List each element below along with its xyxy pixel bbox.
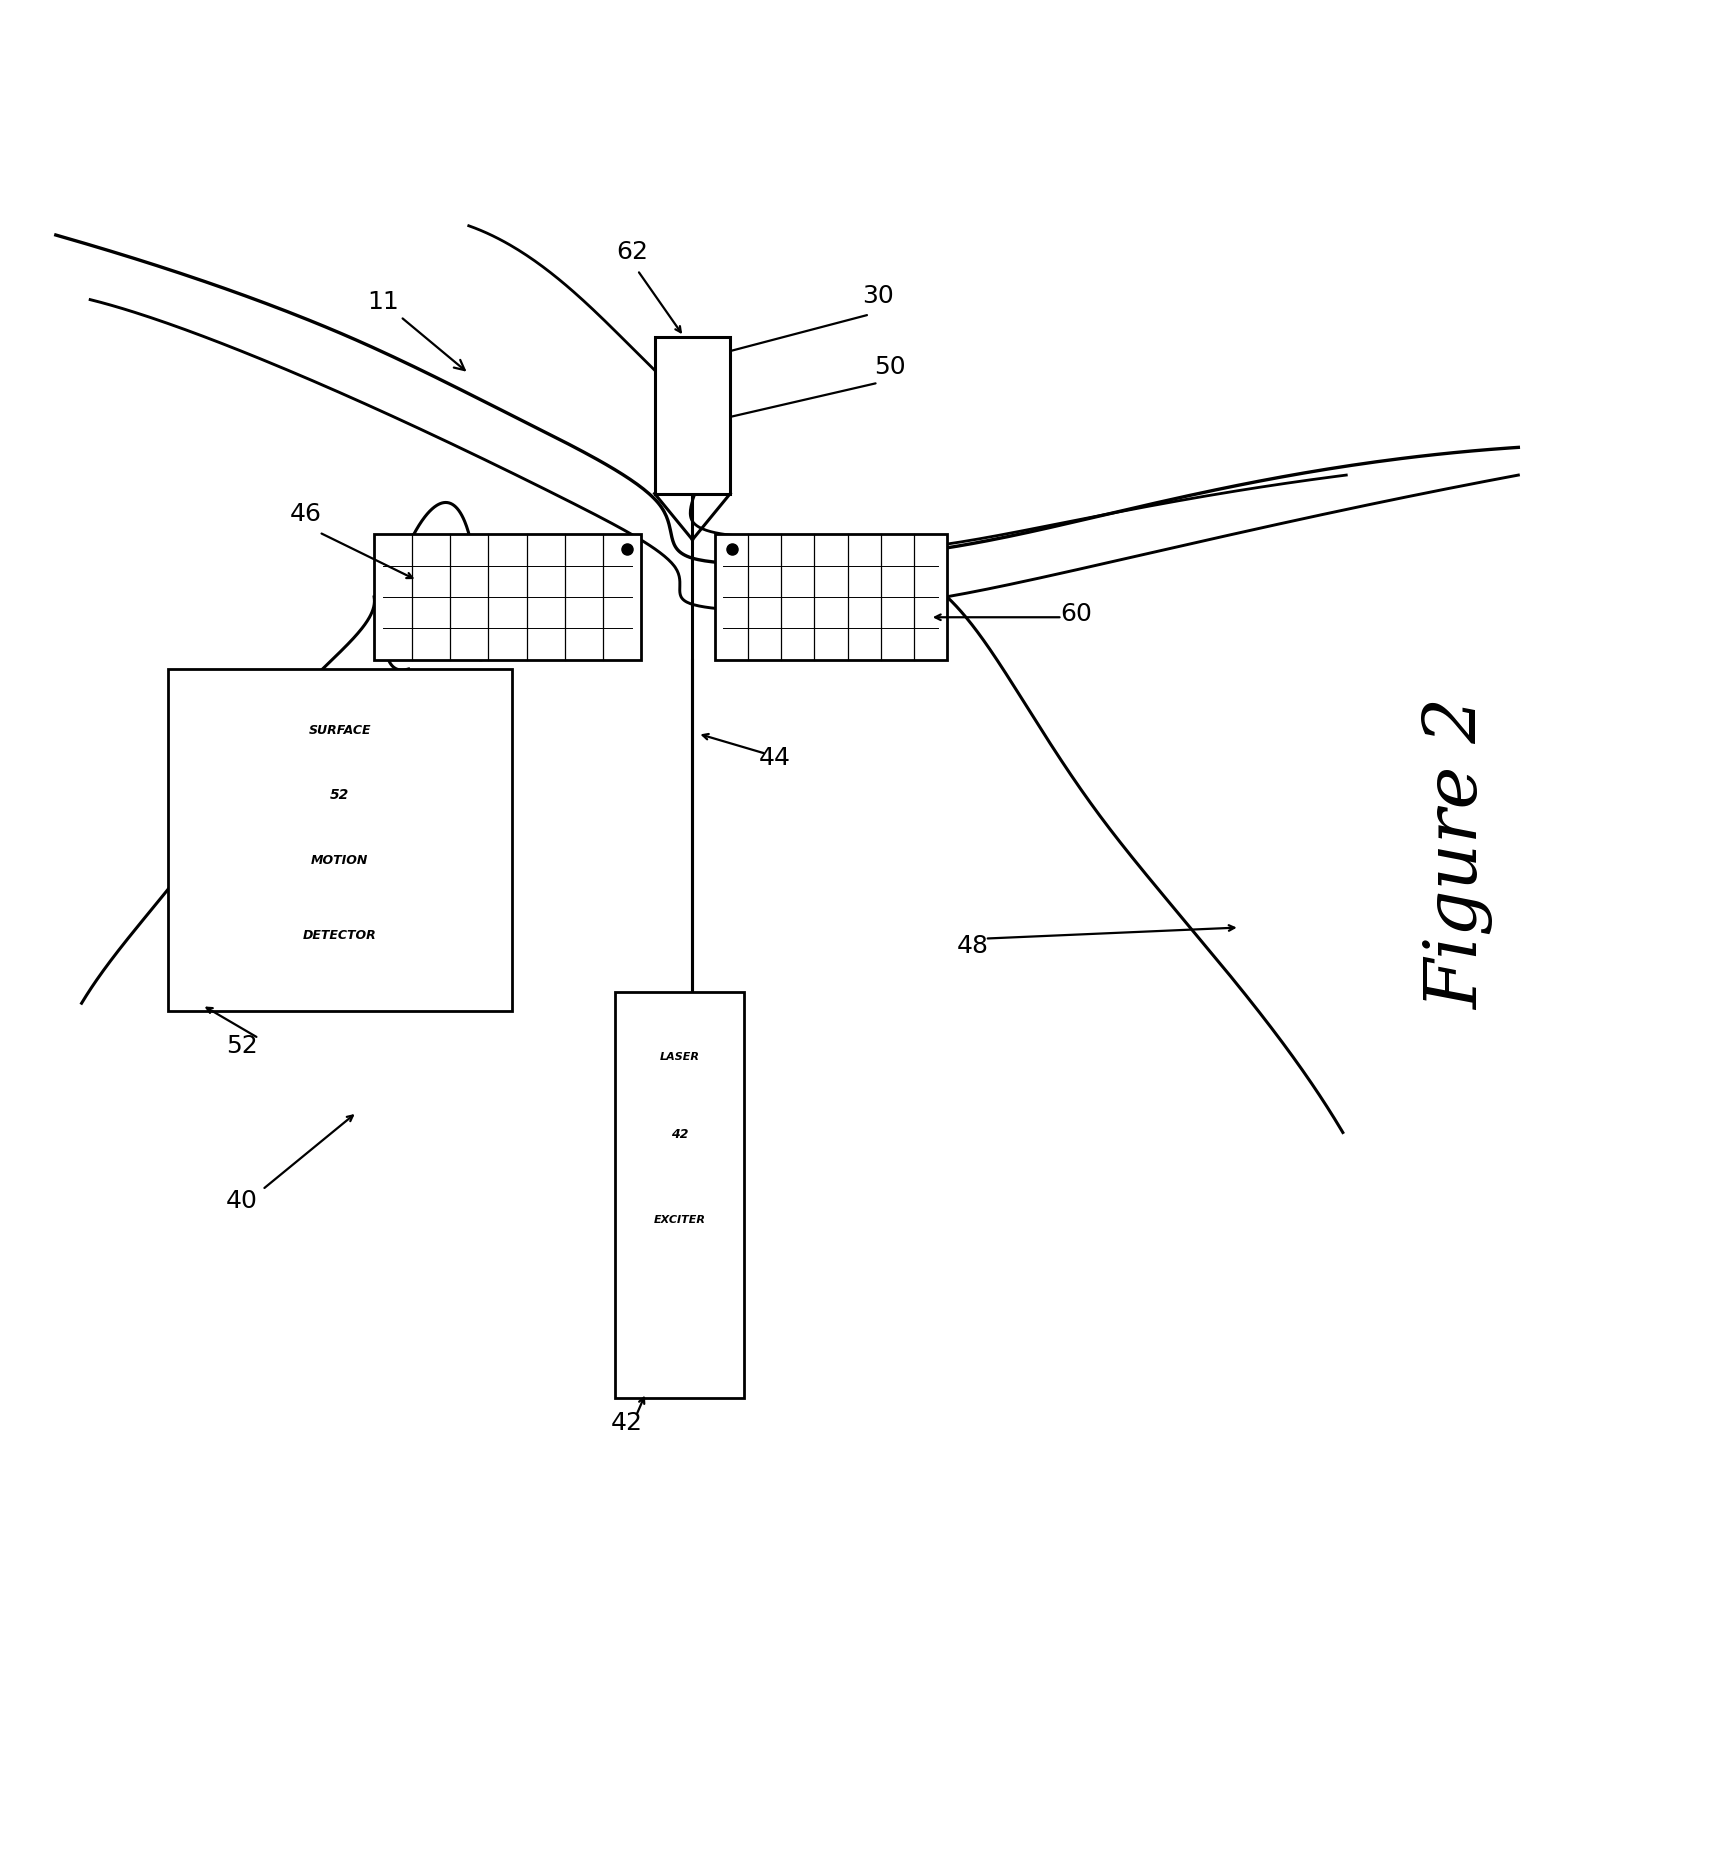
Text: LASER: LASER [659,1052,700,1063]
Text: 42: 42 [610,1412,643,1434]
Bar [373,534,641,660]
Text: SURFACE: SURFACE [308,723,372,736]
Text: 52: 52 [330,788,349,803]
Bar [616,992,743,1399]
Text: 44: 44 [759,746,792,770]
Bar [714,534,947,660]
Bar [655,336,730,493]
Text: 42: 42 [671,1128,688,1141]
Text: DETECTOR: DETECTOR [303,929,377,942]
Text: 46: 46 [289,503,322,527]
Text: MOTION: MOTION [311,853,368,866]
Text: 30: 30 [863,284,894,308]
Text: 40: 40 [226,1189,258,1213]
Text: 11: 11 [367,289,465,371]
Text: 62: 62 [616,239,648,263]
Text: Figure 2: Figure 2 [1423,697,1494,1009]
Text: EXCITER: EXCITER [654,1215,705,1224]
Text: 60: 60 [1060,603,1093,625]
Bar [168,670,512,1011]
Text: 52: 52 [226,1033,258,1057]
Text: 48: 48 [956,935,989,959]
Text: 50: 50 [875,354,906,378]
